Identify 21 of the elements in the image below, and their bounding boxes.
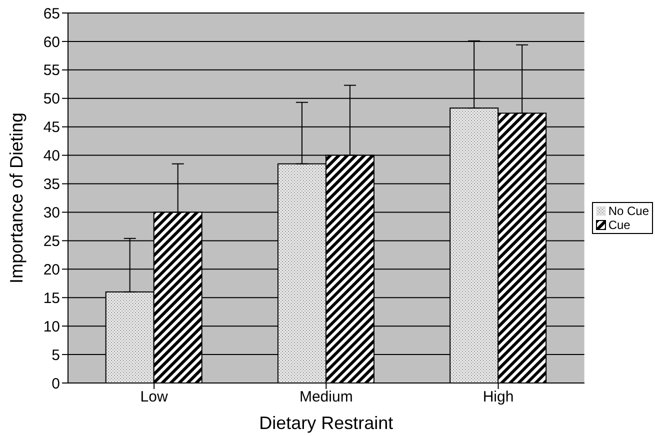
y-tick-label: 20 — [43, 261, 60, 278]
y-axis-title: Importance of Dieting — [6, 112, 26, 284]
y-tick-label: 50 — [43, 90, 60, 108]
y-tick-label: 30 — [43, 204, 60, 222]
y-tick-label: 15 — [43, 290, 60, 307]
x-tick-label: High — [482, 388, 514, 406]
y-tick-label: 40 — [43, 148, 60, 165]
x-tick-label: Medium — [299, 388, 353, 406]
y-tick-label: 65 — [43, 5, 60, 22]
legend-label: Cue — [608, 218, 630, 232]
y-tick-label: 35 — [43, 176, 60, 194]
y-tick-label: 25 — [43, 233, 60, 250]
x-axis-title: Dietary Restraint — [259, 413, 394, 433]
y-tick-label: 10 — [43, 318, 60, 336]
y-tick-label: 55 — [43, 62, 60, 80]
y-tick-label: 0 — [52, 375, 60, 392]
x-tick-label: Low — [140, 388, 168, 406]
y-tick-label: 60 — [43, 34, 60, 51]
y-tick-label: 45 — [43, 119, 60, 136]
y-tick-label: 5 — [52, 346, 60, 364]
legend-label: No Cue — [608, 204, 649, 218]
